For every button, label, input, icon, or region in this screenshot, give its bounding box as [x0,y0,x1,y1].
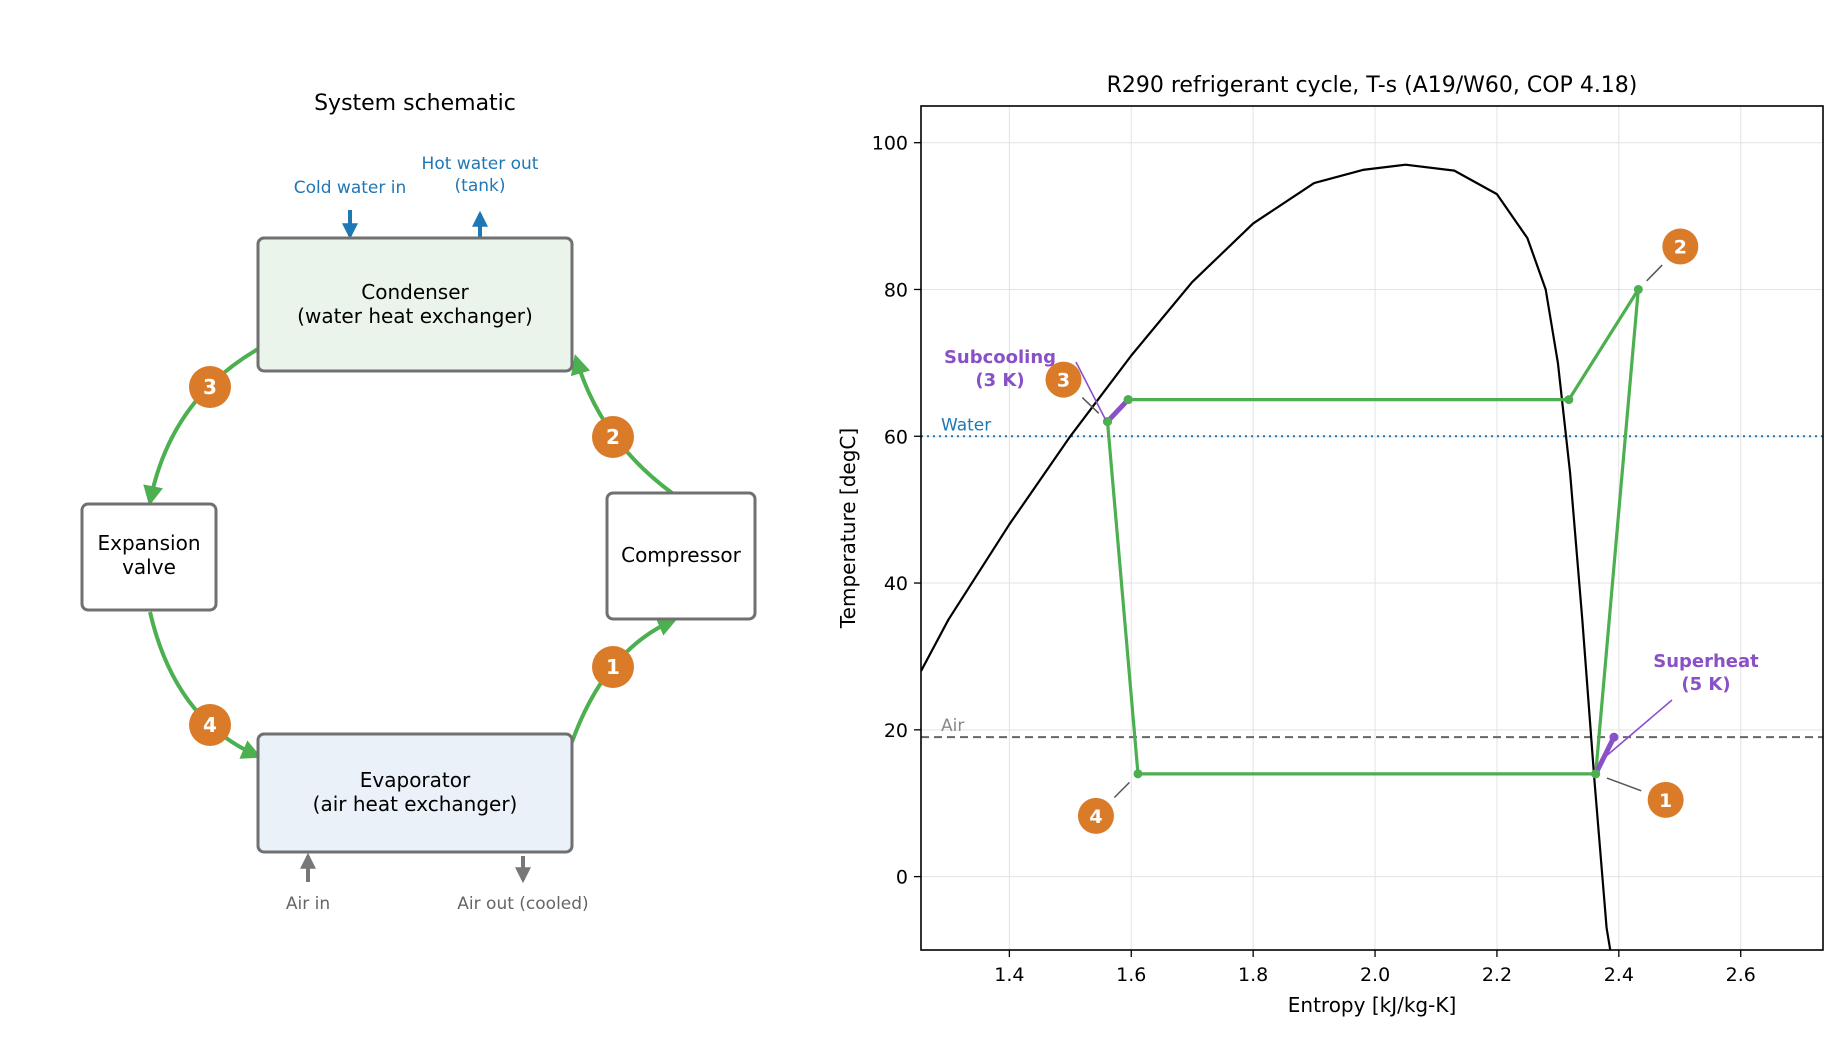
subcooling-segment [1104,397,1131,425]
x-tick-label: 1.6 [1116,964,1146,986]
reference-label-air: Air [941,716,964,736]
svg-text:3: 3 [203,375,217,399]
expansion-valve-box [80,502,218,612]
air-in-label: Air in [286,894,330,914]
cycle-vertex [1633,284,1643,294]
axis-ticks: 1.4 1.6 1.8 2.0 2.2 2.4 2.6 0 20 40 60 80 100 [872,133,1756,986]
saturation-dome-line [921,163,1612,950]
x-axis-label: Entropy [kJ/kg-K] [1288,993,1457,1017]
cycle-vertex [1123,395,1133,405]
chart-state-label-3: 3 [1057,370,1070,392]
hot-water-label-line1: Hot water out [422,154,539,174]
superheat-segment [1593,734,1617,777]
schematic-state-marker-3: 3 [189,366,231,408]
condenser-label-line1: Condenser [361,280,469,304]
cycle-vertex [1591,769,1601,779]
chart-state-marker-3 [1045,361,1082,398]
x-tick-label: 2.4 [1604,964,1634,986]
chart-state-label-4: 4 [1089,806,1102,828]
subcooling-label-line2: (3 K) [975,370,1024,391]
y-tick-label: 100 [872,133,908,155]
x-tick-label: 2.2 [1482,964,1512,986]
svg-text:1: 1 [606,655,620,679]
state-leader-1 [1606,777,1642,792]
subcooling-leader [1075,361,1107,420]
plot-frame [920,105,1824,951]
schematic-state-marker-2: 2 [592,416,634,458]
expansion-label-line2: valve [122,555,176,579]
y-tick-label: 0 [896,867,908,889]
superheat-segment-end [1609,732,1619,742]
hot-water-label-line2: (tank) [455,176,506,196]
state-leader-4 [1113,781,1131,799]
reference-label-water: Water [941,415,991,435]
chart-state-label-1: 1 [1659,790,1672,812]
x-tick-label: 2.0 [1360,964,1390,986]
schematic-state-marker-1: 1 [592,646,634,688]
evaporator-label-line1: Evaporator [360,768,471,792]
condenser-box [256,236,574,373]
superheat-label-line2: (5 K) [1681,674,1730,695]
x-tick-label: 1.4 [994,964,1024,986]
schematic-title: System schematic [314,91,516,116]
y-tick-label: 80 [884,279,908,301]
cycle-vertex [1564,395,1574,405]
expansion-label-line1: Expansion [98,531,201,555]
svg-text:4: 4 [203,713,217,737]
y-axis-label: Temperature [degC] [836,428,860,629]
svg-text:2: 2 [606,425,620,449]
ts-chart: R290 refrigerant cycle, T-s (A19/W60, CO… [836,73,1824,1017]
superheat-leader [1606,699,1673,757]
chart-state-marker-1 [1647,781,1684,818]
chart-title: R290 refrigerant cycle, T-s (A19/W60, CO… [1107,73,1638,98]
evaporator-box [256,732,574,854]
subcooling-label-line1: Subcooling [944,347,1056,368]
cycle-layer [1102,284,1643,779]
pipe-expansion-to-evaporator [148,611,262,759]
y-tick-label: 40 [884,573,908,595]
state-leader-2 [1646,264,1663,282]
pipe-condenser-to-expansion [143,347,260,506]
y-tick-label: 20 [884,720,908,742]
compressor-box [605,491,757,621]
condenser-label-line2: (water heat exchanger) [297,304,533,328]
annotation-layer: Water Air 1 2 3 4 [941,228,1699,834]
cycle-vertex [1133,769,1143,779]
chart-state-marker-2 [1662,228,1699,265]
compressor-label: Compressor [621,543,742,567]
y-tick-label: 60 [884,426,908,448]
superheat-label-line1: Superheat [1653,651,1759,672]
chart-state-marker-4 [1077,797,1114,834]
chart-state-label-2: 2 [1674,236,1687,258]
state-leader-3 [1081,396,1100,414]
air-out-label: Air out (cooled) [457,894,588,914]
x-tick-label: 2.6 [1726,964,1756,986]
schematic-state-marker-4: 4 [189,704,231,746]
system-schematic: System schematic Cold water in Hot water… [80,91,757,914]
x-tick-label: 1.8 [1238,964,1268,986]
saturation-dome-layer [921,163,1612,950]
chart-grid [921,106,1823,950]
evaporator-label-line2: (air heat exchanger) [313,792,518,816]
cold-water-label: Cold water in [294,178,407,198]
